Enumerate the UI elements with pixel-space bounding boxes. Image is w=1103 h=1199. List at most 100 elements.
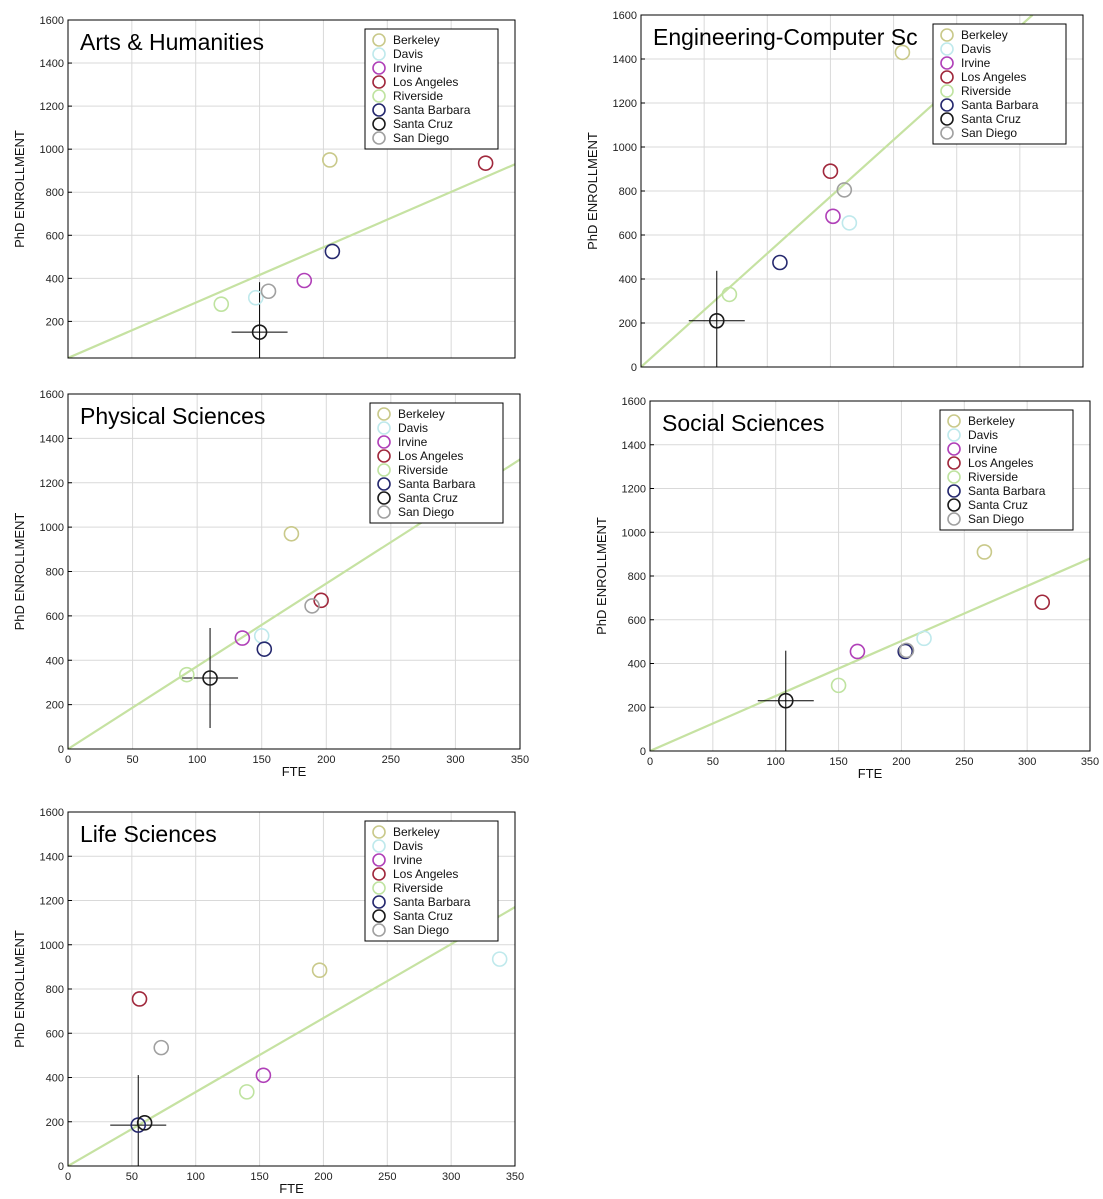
chart-physical-sciences-xtick-label: 50 bbox=[126, 754, 138, 766]
chart-arts-humanities-point-riverside bbox=[213, 296, 230, 312]
chart-life-sciences-legend-marker-santa-cruz bbox=[372, 909, 386, 923]
chart-physical-sciences-legend-marker-irvine bbox=[377, 435, 391, 449]
chart-social-sciences-ytick-label: 1400 bbox=[622, 440, 646, 452]
chart-life-sciences-legend-label-davis: Davis bbox=[393, 839, 423, 853]
chart-life-sciences-legend-label-santa-cruz: Santa Cruz bbox=[393, 909, 453, 923]
chart-arts-humanities-legend-label-los-angeles: Los Angeles bbox=[393, 75, 458, 89]
chart-social-sciences-legend-label-los-angeles: Los Angeles bbox=[968, 456, 1033, 470]
chart-social-sciences-ytick-label: 600 bbox=[628, 615, 646, 627]
chart-physical-sciences-title: Physical Sciences bbox=[80, 403, 265, 429]
chart-arts-humanities-legend-label-san-diego: San Diego bbox=[393, 131, 449, 145]
chart-life-sciences-ytick-label: 200 bbox=[46, 1117, 64, 1129]
chart-physical-sciences-xlabel: FTE bbox=[282, 764, 307, 779]
chart-social-sciences-point-los-angeles bbox=[1034, 594, 1051, 611]
chart-engineering-cs-legend-label-santa-barbara: Santa Barbara bbox=[961, 98, 1039, 112]
chart-engineering-cs-legend-label-san-diego: San Diego bbox=[961, 126, 1017, 140]
chart-social-sciences-legend-marker-los-angeles bbox=[947, 456, 961, 470]
chart-life-sciences-xtick-label: 350 bbox=[506, 1171, 524, 1183]
chart-social-sciences-legend-label-davis: Davis bbox=[968, 428, 998, 442]
chart-social-sciences-legend-marker-santa-barbara bbox=[947, 484, 961, 498]
chart-life-sciences-ytick-label: 800 bbox=[46, 984, 64, 996]
chart-social-sciences-legend-marker-riverside bbox=[947, 470, 961, 484]
chart-life-sciences-legend-label-santa-barbara: Santa Barbara bbox=[393, 895, 471, 909]
chart-social-sciences-xtick-label: 250 bbox=[955, 756, 973, 768]
chart-engineering-cs-ytick-label: 0 bbox=[631, 362, 637, 374]
chart-physical-sciences-ytick-label: 1400 bbox=[40, 433, 64, 445]
chart-life-sciences-legend-marker-santa-barbara bbox=[372, 895, 386, 909]
chart-physical-sciences-legend-marker-riverside bbox=[377, 463, 391, 477]
chart-life-sciences-legend-marker-san-diego bbox=[372, 923, 386, 937]
chart-social-sciences-title: Social Sciences bbox=[662, 410, 824, 436]
chart-physical-sciences-point-riverside bbox=[179, 666, 195, 683]
chart-social-sciences-point-berkeley bbox=[976, 544, 993, 560]
chart-physical-sciences-ylabel: PhD ENROLLMENT bbox=[12, 513, 27, 631]
chart-arts-humanities-frame bbox=[67, 19, 516, 359]
chart-life-sciences-data-layer bbox=[68, 906, 515, 1166]
chart-engineering-cs-legend-label-berkeley: Berkeley bbox=[961, 28, 1008, 42]
chart-arts-humanities-ytick-label: 600 bbox=[46, 230, 64, 242]
chart-physical-sciences-legend-marker-los-angeles bbox=[377, 449, 391, 463]
chart-arts-humanities-data-layer bbox=[68, 152, 515, 358]
chart-engineering-cs-point-berkeley bbox=[894, 44, 911, 61]
chart-life-sciences-xtick-label: 300 bbox=[442, 1171, 460, 1183]
chart-physical-sciences-xtick-label: 350 bbox=[511, 754, 529, 766]
chart-life-sciences-legend-marker-davis bbox=[372, 839, 386, 853]
chart-life-sciences-legend-marker-riverside bbox=[372, 881, 386, 895]
chart-arts-humanities-legend-marker-santa-cruz bbox=[372, 117, 386, 131]
chart-engineering-cs-legend-marker-riverside bbox=[940, 84, 954, 98]
chart-social-sciences-point-irvine bbox=[849, 643, 866, 660]
chart-engineering-cs-legend-marker-irvine bbox=[940, 56, 954, 70]
chart-physical-sciences-ytick-label: 1200 bbox=[40, 478, 64, 490]
chart-life-sciences-legend-marker-los-angeles bbox=[372, 867, 386, 881]
chart-social-sciences-xtick-label: 200 bbox=[892, 756, 910, 768]
chart-life-sciences-xtick-label: 100 bbox=[187, 1171, 205, 1183]
chart-engineering-cs-ytick-label: 1000 bbox=[613, 142, 637, 154]
chart-engineering-cs-point-los-angeles bbox=[822, 163, 839, 179]
chart-social-sciences-point-san-diego bbox=[898, 642, 915, 659]
chart-life-sciences-point-irvine bbox=[255, 1067, 272, 1084]
chart-physical-sciences-legend-label-irvine: Irvine bbox=[398, 435, 428, 449]
chart-physical-sciences-ytick-label: 0 bbox=[58, 744, 64, 756]
chart-physical-sciences-legend-label-los-angeles: Los Angeles bbox=[398, 449, 463, 463]
chart-physical-sciences-legend-label-davis: Davis bbox=[398, 421, 428, 435]
chart-arts-humanities-point-berkeley bbox=[322, 152, 338, 168]
chart-social-sciences-fit-line bbox=[650, 557, 1090, 751]
chart-arts-humanities-legend-marker-san-diego bbox=[372, 131, 386, 145]
chart-social-sciences-ylabel: PhD ENROLLMENT bbox=[594, 517, 609, 635]
chart-social-sciences-legend-label-san-diego: San Diego bbox=[968, 512, 1024, 526]
chart-engineering-cs-point-san-diego bbox=[836, 182, 853, 198]
chart-engineering-cs-ytick-label: 400 bbox=[619, 274, 637, 286]
chart-social-sciences-ytick-label: 1200 bbox=[622, 484, 646, 496]
chart-engineering-cs-legend-marker-davis bbox=[940, 42, 954, 56]
chart-engineering-cs-legend-marker-san-diego bbox=[940, 126, 954, 140]
chart-social-sciences-legend-marker-san-diego bbox=[947, 512, 961, 526]
chart-engineering-cs-point-riverside bbox=[721, 286, 738, 303]
chart-life-sciences-legend-label-riverside: Riverside bbox=[393, 881, 443, 895]
chart-arts-humanities-point-los-angeles bbox=[477, 155, 494, 171]
chart-social-sciences-ytick-label: 0 bbox=[640, 746, 646, 758]
chart-life-sciences-ylabel: PhD ENROLLMENT bbox=[12, 930, 27, 1048]
chart-physical-sciences-point-san-diego bbox=[304, 598, 320, 614]
chart-life-sciences-point-san-diego bbox=[153, 1039, 170, 1056]
chart-physical-sciences-xtick-label: 300 bbox=[446, 754, 464, 766]
chart-arts-humanities-ytick-label: 800 bbox=[46, 187, 64, 199]
chart-arts-humanities-legend-label-irvine: Irvine bbox=[393, 61, 423, 75]
chart-life-sciences-fit-line bbox=[68, 906, 515, 1166]
chart-physical-sciences-legend-label-berkeley: Berkeley bbox=[398, 407, 445, 421]
chart-social-sciences-xtick-label: 300 bbox=[1018, 756, 1036, 768]
chart-physical-sciences-point-santa-barbara bbox=[256, 641, 273, 657]
chart-engineering-cs-ytick-label: 1200 bbox=[613, 98, 637, 110]
chart-life-sciences-legend-label-san-diego: San Diego bbox=[393, 923, 449, 937]
chart-arts-humanities-point-san-diego bbox=[260, 283, 277, 300]
chart-physical-sciences-xtick-label: 0 bbox=[65, 754, 71, 766]
chart-life-sciences-legend-box bbox=[364, 820, 499, 942]
chart-arts-humanities-legend-marker-los-angeles bbox=[372, 75, 386, 89]
chart-life-sciences-point-davis bbox=[491, 951, 508, 967]
chart-arts-humanities-point-irvine bbox=[296, 272, 313, 289]
chart-engineering-cs-ytick-label: 1600 bbox=[613, 10, 637, 22]
chart-arts-humanities-ytick-label: 1600 bbox=[40, 15, 64, 27]
chart-engineering-cs-ytick-label: 800 bbox=[619, 186, 637, 198]
